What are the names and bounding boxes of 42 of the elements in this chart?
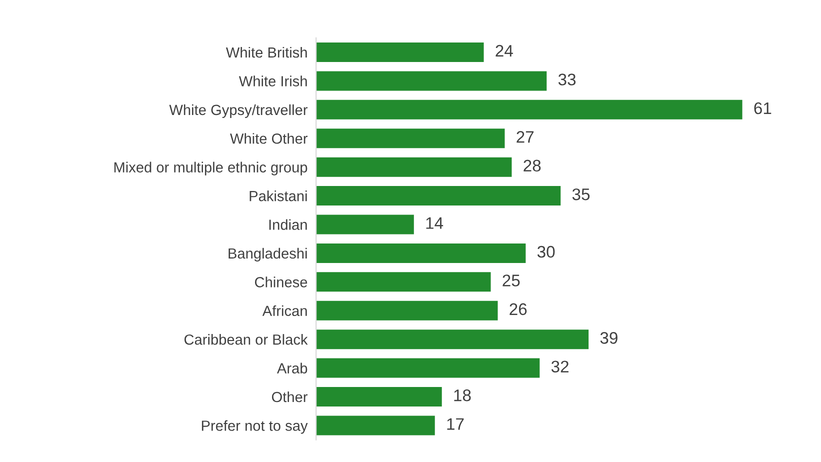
bar <box>316 128 505 148</box>
bar <box>316 243 526 263</box>
bar <box>316 330 589 350</box>
data-label: 33 <box>558 74 576 86</box>
data-label: 61 <box>754 102 772 114</box>
data-label: 26 <box>510 303 527 316</box>
data-label: 27 <box>516 131 534 143</box>
data-label: 24 <box>496 44 513 57</box>
bar <box>316 300 498 320</box>
bar <box>316 358 540 378</box>
data-label: 35 <box>572 188 590 200</box>
y-tick-label: Prefer not to say <box>202 420 308 434</box>
bar <box>316 100 742 120</box>
bar <box>316 42 484 62</box>
y-tick-label: Mixed or multiple ethnic group <box>114 162 308 176</box>
y-tick-label: White Gypsy/traveller <box>169 104 308 118</box>
y-tick-label: Pakistani <box>250 190 307 202</box>
bar <box>316 416 435 436</box>
bar <box>316 387 442 407</box>
data-label: 30 <box>537 246 555 258</box>
y-tick-label: Bangladeshi <box>228 248 307 262</box>
data-label: 14 <box>426 217 444 229</box>
bar <box>316 71 547 91</box>
data-label: 32 <box>551 360 568 373</box>
data-label: 18 <box>454 389 471 402</box>
data-label: 28 <box>524 160 541 172</box>
y-tick-label: Caribbean or Black <box>184 334 308 345</box>
y-tick-label: White Other <box>230 133 308 144</box>
y-tick-label: Arab <box>276 362 308 374</box>
bar <box>316 157 512 177</box>
y-tick-label: Other <box>272 391 308 402</box>
bar <box>316 214 414 234</box>
y-tick-label: African <box>262 305 307 316</box>
data-label: 39 <box>600 332 618 344</box>
y-tick-label: White Irish <box>238 76 307 86</box>
y-tick-label: Chinese <box>254 276 308 288</box>
bar <box>316 186 561 206</box>
data-label: 25 <box>502 274 520 286</box>
y-tick-label: White British <box>226 46 307 58</box>
data-label: 17 <box>447 418 464 430</box>
bar <box>316 272 491 292</box>
y-tick-label: Indian <box>269 219 307 230</box>
